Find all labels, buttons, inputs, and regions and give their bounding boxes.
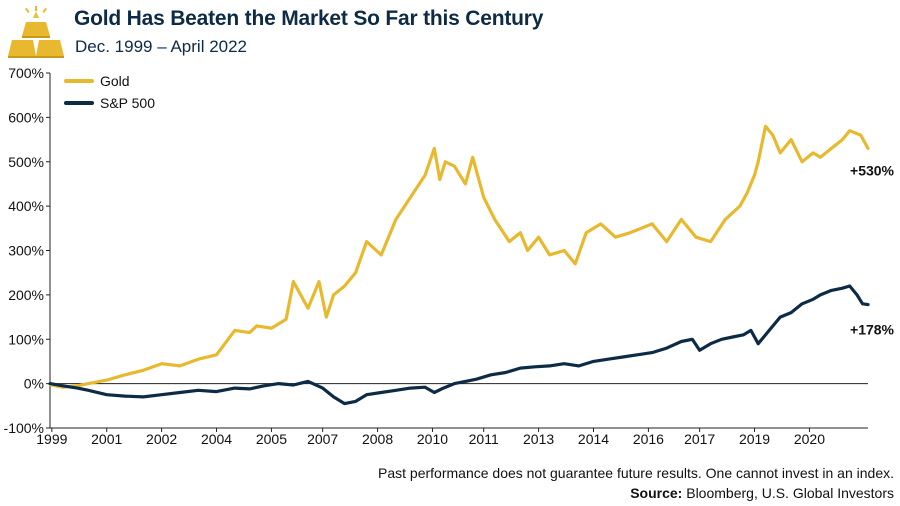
y-tick-label: 200% — [8, 287, 44, 303]
x-tick-label: 2017 — [684, 431, 715, 447]
disclaimer: Past performance does not guarantee futu… — [378, 465, 894, 481]
x-tick-label: 2016 — [633, 431, 664, 447]
x-tick-label: 2004 — [201, 431, 232, 447]
legend-label-s-p-500: S&P 500 — [100, 95, 155, 111]
x-tick-label: 2011 — [469, 431, 499, 447]
y-tick-label: 100% — [8, 331, 44, 347]
series-line-gold — [48, 124, 870, 389]
end-label-gold: +530% — [850, 162, 895, 178]
gold-bars-icon — [8, 6, 64, 58]
x-tick-label: 2008 — [362, 431, 393, 447]
legend: Gold S&P 500 — [64, 73, 155, 111]
chart-subtitle: Dec. 1999 – April 2022 — [75, 37, 248, 56]
x-tick-label: 1999 — [36, 431, 67, 447]
chart-title: Gold Has Beaten the Market So Far this C… — [74, 7, 544, 30]
y-tick-label: 500% — [8, 154, 44, 170]
y-axis: -100% 0% 100% 200% 300% 400% 500% 600% 700% — [4, 65, 51, 436]
source-note: Source: Bloomberg, U.S. Global Investors — [630, 485, 894, 501]
end-label-s-p-500: +178% — [850, 322, 895, 338]
annotation-layer: +530% +178% — [850, 162, 895, 337]
x-tick-label: 2005 — [256, 431, 287, 447]
x-tick-label: 2002 — [146, 431, 177, 447]
y-tick-label: 300% — [8, 243, 44, 259]
x-tick-label: 2019 — [739, 431, 770, 447]
x-axis: 1999 2001 2002 2004 2005 2007 2008 2010 2011 2013… — [36, 383, 868, 447]
source-label: Source: — [630, 485, 683, 501]
source-text: Bloomberg, U.S. Global Investors — [686, 485, 894, 501]
series-line-s-p-500 — [48, 284, 870, 406]
x-tick-label: 2007 — [307, 431, 338, 447]
legend-label-gold: Gold — [100, 73, 130, 89]
x-tick-label: 2020 — [794, 431, 825, 447]
y-tick-label: 700% — [8, 65, 44, 81]
y-tick-label: -100% — [4, 420, 44, 436]
y-tick-label: 600% — [8, 109, 44, 125]
x-tick-label: 2014 — [578, 431, 609, 447]
x-tick-label: 2013 — [523, 431, 554, 447]
series-layer — [48, 124, 870, 406]
x-tick-label: 2001 — [91, 431, 122, 447]
y-tick-label: 400% — [8, 198, 44, 214]
x-tick-label: 2010 — [417, 431, 448, 447]
y-tick-label: 0% — [24, 376, 44, 392]
